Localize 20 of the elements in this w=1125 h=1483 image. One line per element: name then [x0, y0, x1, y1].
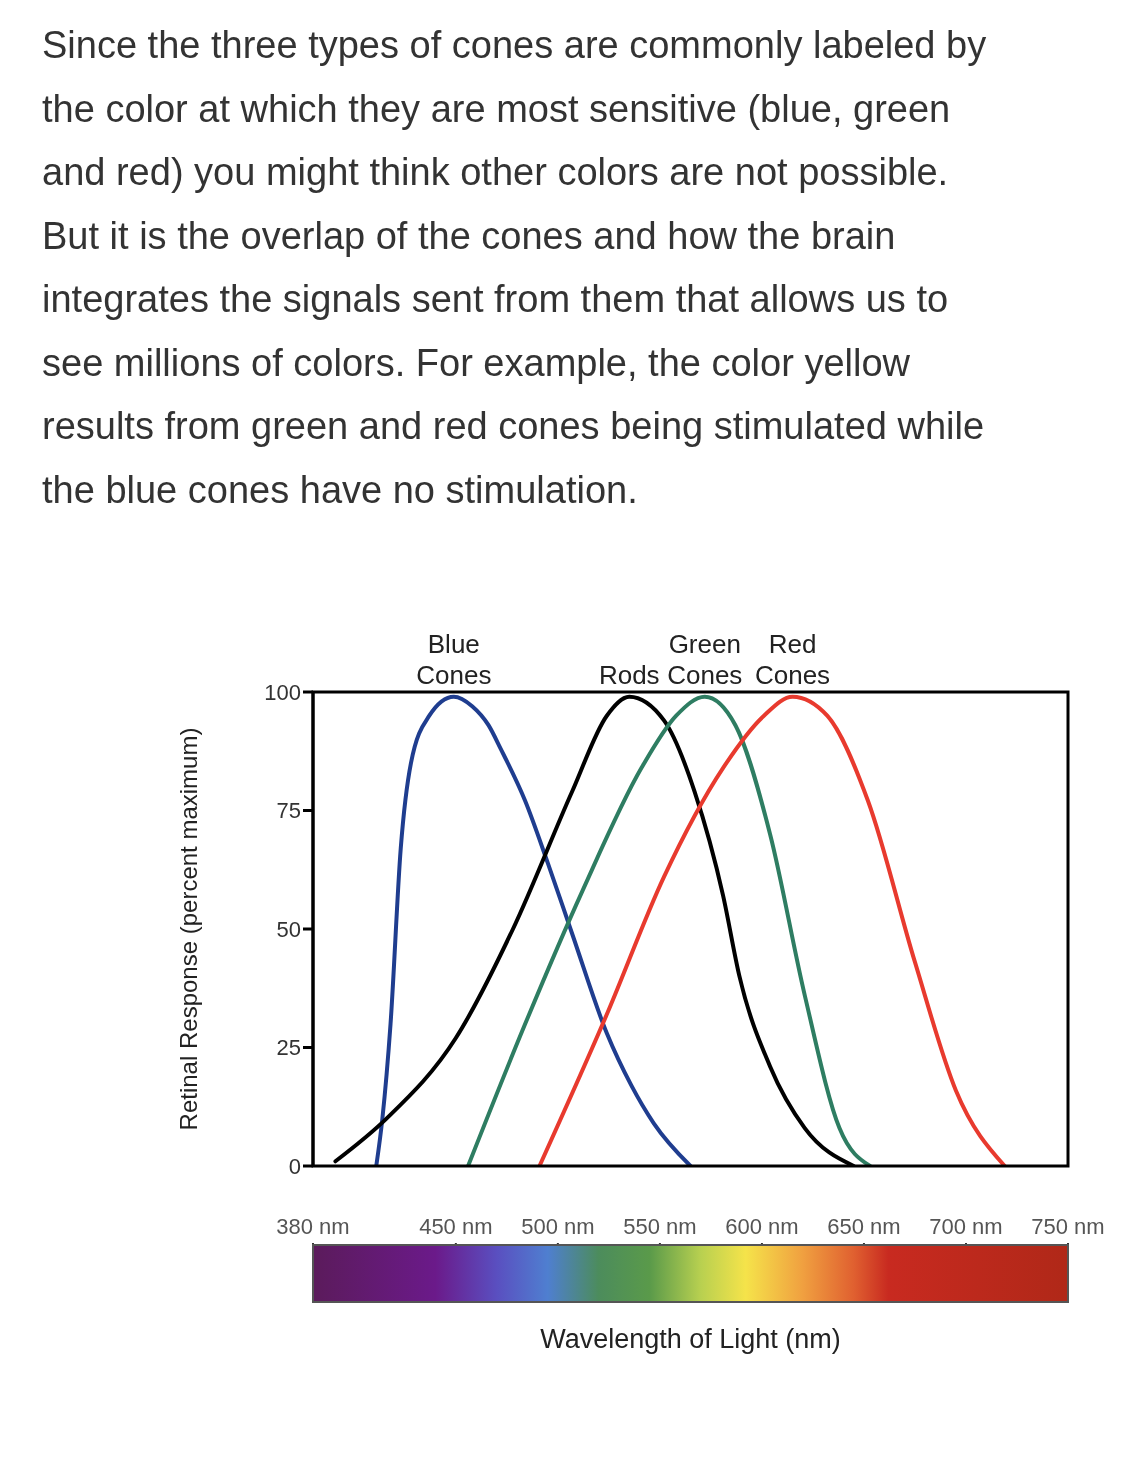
x-tick-label: 550 nm: [623, 1214, 697, 1239]
x-tick-label: 700 nm: [929, 1214, 1003, 1239]
text: Since the three types of cones are commonly labeled by the color at which they are most sensitive (blue, green and red) you might think other colors are not possible. But it is the overlap of the cones and how the brain integrates the signals sent from them that allows us to see millions of colors. For example, the color yellow results from green and red cones being stimulated while the blue cones have no stimulation.: [42, 23, 988, 513]
x-tick-label: 380 nm: [276, 1214, 350, 1239]
series-label: Green Cones: [667, 629, 743, 690]
y-tick-label: 75: [276, 798, 301, 824]
series-label: Red Cones: [754, 629, 831, 690]
y-tick-label: 50: [276, 916, 301, 942]
y-tick-label: 0: [288, 1153, 301, 1179]
y-axis-title: Retinal Response (percent maximum): [174, 727, 202, 1131]
y-tick-label: 100: [264, 679, 301, 705]
x-tick-label: 600 nm: [725, 1214, 799, 1239]
x-axis-title: Wavelength of Light (nm): [540, 1324, 841, 1354]
x-tick-label: 750 nm: [1031, 1214, 1105, 1239]
x-tick-label: 650 nm: [827, 1214, 901, 1239]
series-label: Blue Cones: [416, 629, 492, 690]
x-tick-label: 500 nm: [521, 1214, 595, 1239]
x-tick-label: 450 nm: [419, 1214, 493, 1239]
series-label: Rods: [598, 660, 660, 690]
y-tick-label: 25: [276, 1035, 301, 1061]
